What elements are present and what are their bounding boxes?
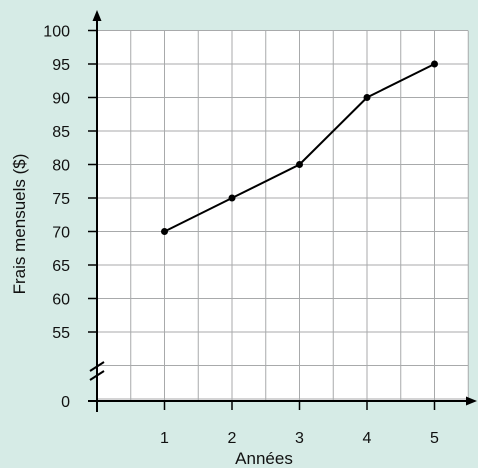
data-point (296, 161, 303, 168)
y-tick-label: 100 (43, 24, 70, 41)
ticks: 0 55 60 65 70 75 80 85 90 95 100 1 2 3 4 5 (43, 24, 439, 448)
axes (88, 10, 477, 412)
y-tick-label: 90 (52, 91, 70, 108)
x-tick-label: 4 (363, 430, 372, 447)
y-axis-arrow (92, 10, 102, 21)
data-point (228, 194, 236, 202)
y-tick-label: 95 (52, 57, 70, 74)
data-point (161, 228, 168, 235)
y-tick-label: 70 (52, 225, 70, 242)
x-tick-label: 3 (295, 430, 304, 447)
y-tick-label: 80 (52, 158, 70, 175)
series (161, 60, 438, 235)
y-axis-title: Frais mensuels ($) (10, 154, 29, 295)
x-tick-label: 1 (160, 430, 169, 447)
plot-area (97, 30, 468, 401)
y-tick-label: 65 (52, 258, 70, 275)
data-point (363, 94, 371, 101)
grid (97, 30, 469, 401)
y-tick-label: 60 (52, 292, 70, 309)
x-tick-label: 5 (430, 430, 439, 447)
y-tick-label: 85 (52, 124, 70, 141)
y-axis-break-mark (89, 361, 105, 381)
y-tick-label: 0 (61, 394, 70, 411)
y-tick-label: 55 (52, 325, 70, 342)
x-tick-label: 2 (228, 430, 237, 447)
data-point (431, 60, 438, 68)
x-axis-title: Années (235, 449, 293, 468)
x-axis-arrow (466, 396, 477, 406)
y-tick-label: 75 (52, 191, 70, 208)
